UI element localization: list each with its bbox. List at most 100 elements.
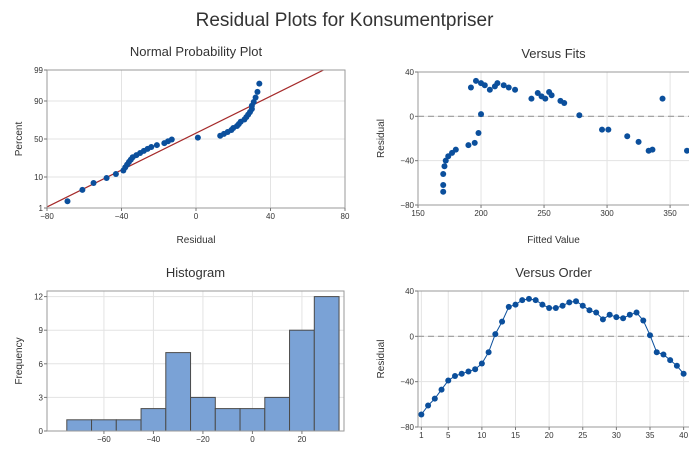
hist-bar (190, 396, 216, 432)
fits-point (440, 188, 447, 195)
npp-y-tick-label: 99 (34, 66, 43, 75)
order-point (566, 299, 573, 306)
fits-y-tick-label: −80 (400, 201, 414, 210)
fits-point (542, 95, 549, 102)
fits-point (440, 182, 447, 189)
hist-x-tick-label: −20 (196, 435, 210, 444)
order-point (499, 318, 506, 325)
npp-point (103, 175, 110, 182)
npp-point (254, 88, 261, 95)
order-point (667, 357, 674, 364)
hist-bar (66, 419, 93, 432)
fits-point (472, 77, 479, 84)
order-point (599, 316, 606, 323)
fits-point (624, 133, 631, 140)
order-point (525, 295, 532, 302)
fits-point (512, 86, 519, 93)
hist-bar (165, 352, 192, 432)
npp-fit-line (47, 70, 325, 208)
fits-point (481, 82, 488, 89)
npp-x-tick-label: 0 (194, 212, 199, 221)
hist-bar (289, 329, 315, 432)
npp-point (194, 134, 201, 141)
order-point (660, 351, 667, 358)
order-x-tick-label: 30 (612, 431, 621, 440)
order-point (465, 368, 472, 375)
hist-bar (140, 408, 167, 432)
hist-y-tick-label: 9 (39, 326, 44, 335)
fits-title: Versus Fits (521, 46, 586, 61)
hist-bar (214, 408, 241, 432)
order-point (458, 370, 465, 377)
order-point (418, 411, 425, 418)
order-point (606, 311, 613, 318)
npp-y-tick-label: 90 (34, 97, 43, 106)
hist-x-tick-label: 20 (297, 435, 306, 444)
npp-x-tick-label: −40 (115, 212, 129, 221)
fits-y-axis-label: Residual (376, 119, 387, 158)
order-y-tick-label: 0 (410, 332, 415, 341)
order-point (425, 402, 432, 409)
fits-point (505, 84, 512, 91)
hist-y-tick-label: 0 (39, 427, 44, 436)
npp-x-tick-label: −80 (40, 212, 54, 221)
hist-bar (91, 419, 117, 432)
order-point (620, 315, 627, 322)
fits-point (605, 126, 612, 133)
order-point (640, 317, 647, 324)
order-point (653, 349, 660, 356)
order-x-tick-label: 35 (646, 431, 655, 440)
fits-point (486, 86, 493, 93)
npp-point (148, 143, 155, 150)
hist-y-axis-label: Frequency (14, 337, 25, 384)
fits-point (494, 80, 501, 87)
order-point (492, 331, 499, 338)
npp-x-tick-label: 40 (266, 212, 275, 221)
npp-x-tick-label: 80 (341, 212, 350, 221)
order-point (626, 311, 633, 318)
order-point (445, 377, 452, 384)
hist-y-tick-label: 6 (39, 360, 44, 369)
order-point (532, 297, 539, 304)
fits-y-tick-label: 0 (410, 112, 415, 121)
order-point (613, 314, 620, 321)
hist-y-tick-label: 12 (34, 293, 43, 302)
npp-point (79, 186, 86, 193)
order-x-tick-label: 10 (477, 431, 486, 440)
order-point (573, 298, 580, 305)
order-y-tick-label: −80 (400, 423, 414, 432)
fits-y-tick-label: −40 (400, 157, 414, 166)
fits-point (465, 142, 472, 149)
fits-point (475, 129, 482, 136)
npp-y-tick-label: 10 (34, 173, 43, 182)
npp-y-tick-label: 1 (39, 204, 44, 213)
fits-x-tick-label: 250 (537, 209, 551, 218)
order-x-tick-label: 5 (446, 431, 451, 440)
order-series-line (420, 298, 684, 415)
fits-point (500, 82, 507, 89)
hist-x-tick-label: 0 (250, 435, 255, 444)
order-x-tick-label: 20 (545, 431, 554, 440)
fits-x-tick-label: 350 (663, 209, 677, 218)
hist-title: Histogram (166, 265, 225, 280)
fits-point (441, 163, 448, 170)
order-y-tick-label: −40 (400, 378, 414, 387)
order-point (505, 303, 512, 310)
npp-point (252, 94, 259, 101)
fits-point (635, 138, 642, 145)
hist-x-tick-label: −60 (97, 435, 111, 444)
npp-point (90, 179, 97, 186)
fits-point (467, 84, 474, 91)
order-point (539, 301, 546, 308)
fits-y-tick-label: 40 (405, 68, 414, 77)
fits-point (528, 95, 535, 102)
fits-point (471, 139, 478, 146)
npp-title: Normal Probability Plot (130, 44, 263, 59)
order-point (512, 301, 519, 308)
fits-x-axis-label: Fitted Value (527, 235, 580, 246)
npp-point (168, 136, 175, 143)
npp-point (64, 198, 71, 205)
fits-x-tick-label: 200 (474, 209, 488, 218)
hist-x-tick-label: −40 (147, 435, 161, 444)
